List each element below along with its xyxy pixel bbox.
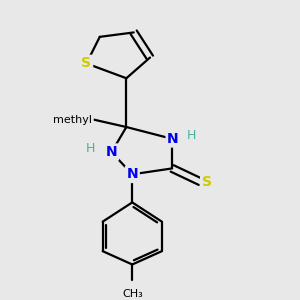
Text: H: H bbox=[187, 129, 196, 142]
Text: N: N bbox=[106, 145, 117, 159]
Text: N: N bbox=[127, 167, 138, 181]
Text: N: N bbox=[167, 132, 179, 146]
Text: methyl: methyl bbox=[53, 115, 92, 124]
Text: S: S bbox=[81, 56, 92, 70]
Text: CH₃: CH₃ bbox=[122, 289, 142, 299]
Text: S: S bbox=[202, 175, 212, 189]
Text: H: H bbox=[85, 142, 95, 155]
